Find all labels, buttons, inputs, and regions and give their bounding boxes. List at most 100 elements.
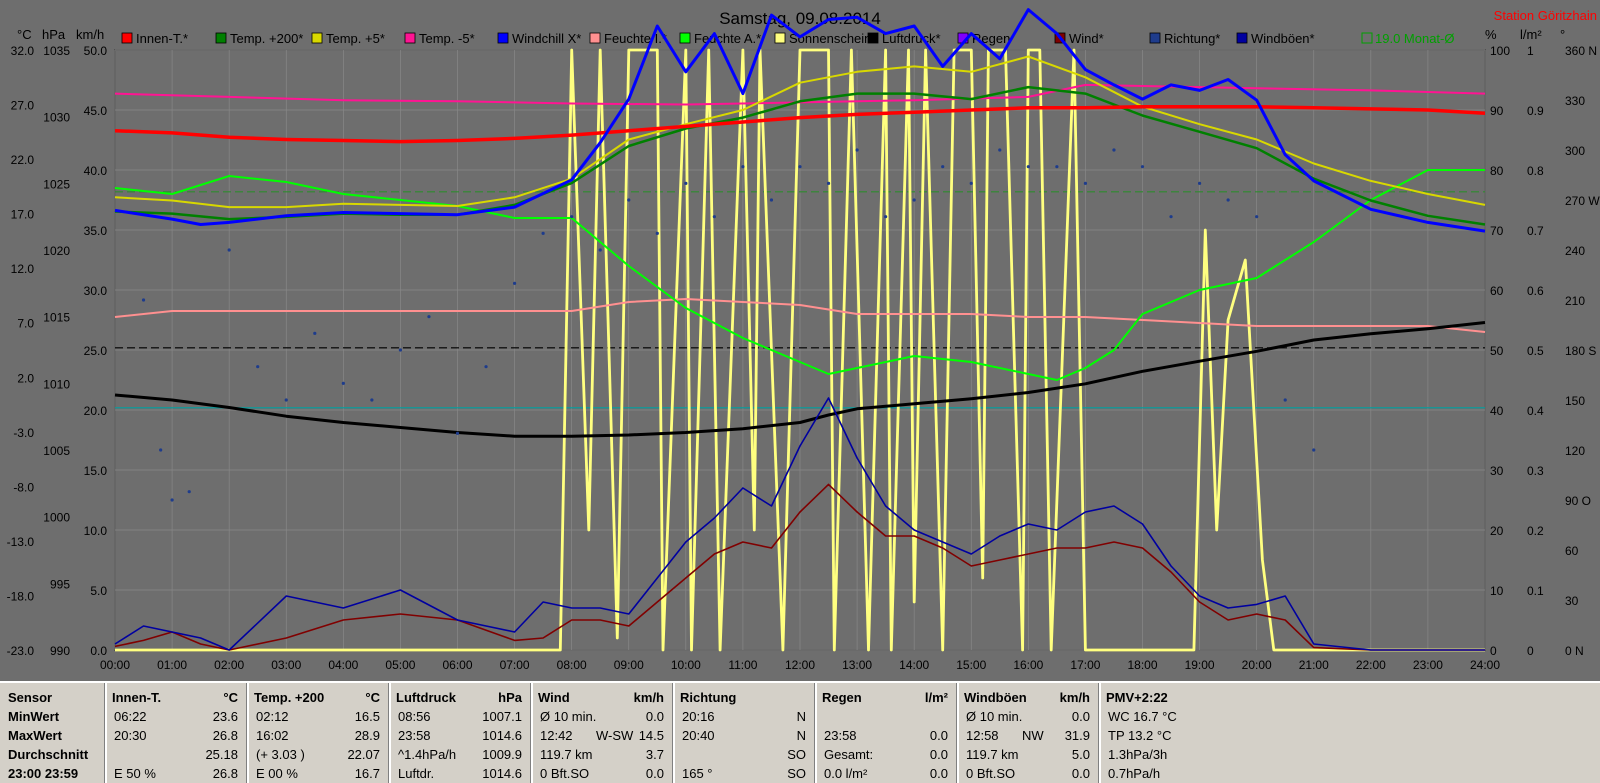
cell-value: 0.0 [929,747,948,762]
cell-time: 16:02 [256,728,289,743]
tick-label-direction: 120 [1565,444,1585,458]
tick-label-rain: 1 [1527,44,1534,58]
series-point-richtung [998,148,1002,152]
legend-label: Feuchte I.* [604,31,667,46]
tick-label-x: 05:00 [385,658,415,672]
tick-label-percent: 80 [1490,164,1504,178]
tick-label-pressure: 1035 [43,44,70,58]
tick-label-x: 20:00 [1242,658,1272,672]
tick-label-rain: 0.3 [1527,464,1544,478]
tick-label-rain: 0.6 [1527,284,1544,298]
cell-value: 5.0 [1071,747,1090,762]
cell-time: 20:16 [682,709,715,724]
tick-label-x: 02:00 [214,658,244,672]
series-point-richtung [627,198,631,202]
tick-label-percent: 90 [1490,104,1504,118]
column-title: Luftdruck [396,690,456,705]
cell-time: 1.3hPa/3h [1108,747,1168,762]
cell-time: 23:58 [824,728,857,743]
stats-column: PMV+2:22 WC 16.7 °C TP 13.2 °C 1.3hPa/3h 0.7… [1102,687,1252,783]
weather-chart: Samstag, 09.08.2014 Station Göritzhain °… [7,8,1600,672]
series-line-temp-5 [114,55,1486,209]
cell-value: 0.0 [929,766,948,781]
tick-label-x: 13:00 [842,658,872,672]
series-point-richtung [1197,181,1202,185]
tick-label-direction: 180 S [1565,344,1596,358]
series-point-richtung [256,365,260,369]
stats-column: Richtung 20:16 N 20:40 N SO 165 ° SO [676,687,812,783]
tick-label-x: 16:00 [1013,658,1043,672]
tick-label-rain: 0 [1527,644,1534,658]
tick-label-percent: 0 [1490,644,1497,658]
cell-time: 20:40 [682,728,715,743]
series-point-richtung [484,365,488,369]
tick-label-wind: 15.0 [84,464,108,478]
tick-label-rain: 0.4 [1527,404,1544,418]
cell-time: (+ 3.03 ) [256,747,305,762]
tick-label-wind: 5.0 [90,584,107,598]
row-label: Sensor [8,690,53,705]
legend-swatch [1361,32,1373,44]
tick-label-rain: 0.1 [1527,584,1544,598]
stats-column: Regen l/m² 23:58 0.0 Gesamt: 0.0 0.0 l/m² 0.0 [818,687,954,783]
chart-panel: Samstag, 09.08.2014 Station Göritzhain °… [0,0,1600,681]
cell-time: 0.7hPa/h [1108,766,1161,781]
cell-value: 0.0 [645,766,664,781]
cell-value: 26.8 [212,766,238,781]
legend-label: Temp. -5* [419,31,475,46]
cell-time: Ø 10 min. [966,709,1023,724]
row-label: MinWert [8,709,60,724]
tick-label-wind: 30.0 [84,284,108,298]
series-point-richtung [398,348,403,352]
column-title: Wind [538,690,570,705]
series-point-richtung [455,431,460,435]
row-label: 23:00 23:59 [8,766,79,781]
series-point-richtung [969,181,973,185]
tick-label-x: 24:00 [1470,658,1500,672]
cell-value: 16.7 [354,766,380,781]
cell-time: 0 Bft.SO [966,766,1016,781]
cell-value: 28.9 [354,728,380,743]
column-title: Windböen [964,690,1027,705]
legend-swatch [1149,32,1161,44]
tick-label-temp: -23.0 [7,644,35,658]
tick-label-direction: 270 W [1565,194,1600,208]
tick-label-x: 22:00 [1356,658,1386,672]
tick-label-temp: 22.0 [11,153,35,167]
tick-label-x: 12:00 [785,658,815,672]
tick-label-temp: 32.0 [11,44,35,58]
stats-column: Wind km/h Ø 10 min. 0.0 12:42 W-SW 14.5 119.7 k… [534,687,670,783]
legend-label: Wind* [1069,31,1104,46]
axes: 32.0 27.0 22.0 17.0 12.0 7.0 2.0 -3.0 -8.0 -13.0 -… [7,44,1600,672]
tick-label-wind: 35.0 [84,224,108,238]
column-title: Richtung [680,690,737,705]
tick-label-percent: 100 [1490,44,1510,58]
tick-label-x: 21:00 [1299,658,1329,672]
tick-label-rain: 0.5 [1527,344,1544,358]
legend-swatch [1236,32,1248,44]
tick-label-direction: 0 N [1565,644,1584,658]
cell-value: 0.0 [645,709,664,724]
series-point-richtung [884,215,888,219]
tick-label-x: 11:00 [728,658,757,672]
tick-label-percent: 70 [1490,224,1504,238]
stats-table: Sensor MinWert MaxWert Durchschnitt 23:00 23… [0,681,1600,783]
cell-value: 1014.6 [482,766,522,781]
cell-value: 26.8 [212,728,238,743]
series-point-richtung [141,298,146,302]
series-line-wind [114,483,1485,651]
column-separator [956,683,959,783]
tick-label-direction: 360 N [1565,44,1597,58]
cell-value: 23.6 [212,709,238,724]
tick-label-x: 09:00 [614,658,644,672]
series-point-richtung [1312,448,1316,452]
cell-time: Gesamt: [824,747,874,762]
tick-label-percent: 40 [1490,404,1504,418]
tick-label-pressure: 990 [50,644,70,658]
stats-column: Windböen km/h Ø 10 min. 0.0 12:58 NW 31.9 119.7… [960,687,1096,783]
tick-label-temp: 12.0 [11,262,35,276]
tick-label-x: 01:00 [157,658,187,672]
tick-label-x: 03:00 [271,658,301,672]
cell-time: TP 13.2 °C [1108,728,1172,743]
column-title: Regen [822,690,862,705]
